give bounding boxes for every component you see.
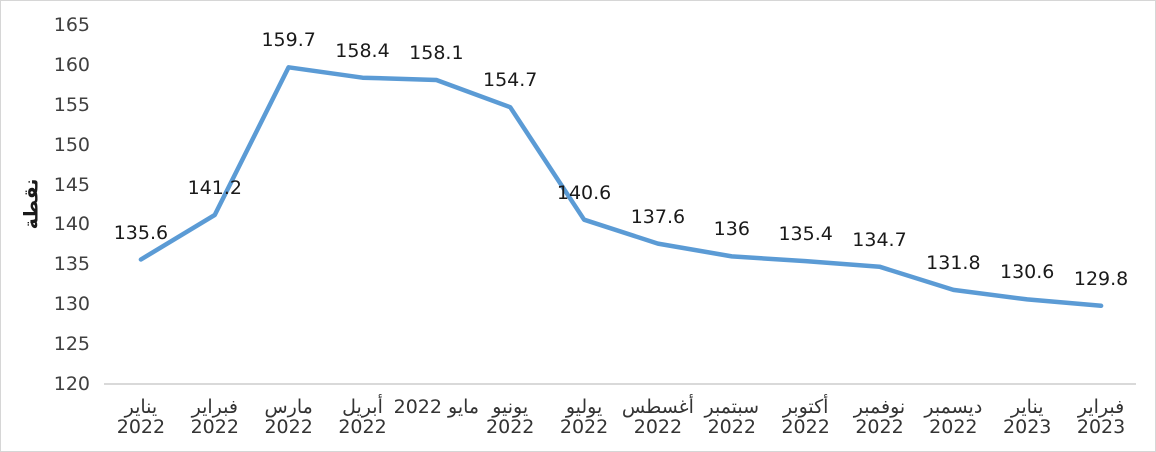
y-axis-tick: 155 — [53, 93, 90, 116]
y-axis-tick: 125 — [53, 333, 90, 356]
x-axis-label: يونيو 2022 — [462, 397, 558, 437]
x-axis-label: يناير 2023 — [979, 397, 1075, 437]
x-axis-label-year: 2022 — [855, 416, 904, 438]
x-axis-label-year: 2022 — [633, 416, 683, 438]
x-axis-label-year: 2023 — [1003, 416, 1052, 438]
x-axis-label-year: 2022 — [190, 416, 239, 438]
x-axis-label-year: 2022 — [707, 416, 756, 438]
data-label: 159.7 — [261, 29, 316, 52]
data-label: 154.7 — [483, 69, 538, 92]
x-axis-label-month: يوليو — [565, 396, 603, 418]
data-label: 140.6 — [556, 181, 612, 204]
data-label: 137.6 — [630, 205, 686, 228]
x-axis-label-year: 2022 — [264, 416, 313, 438]
x-axis-label: أبريل 2022 — [315, 397, 411, 437]
x-axis-label-year: 2022 — [116, 416, 166, 438]
y-axis-tick: 145 — [53, 173, 90, 196]
x-axis-label-month: سبتمبر — [704, 396, 760, 418]
series-line — [138, 65, 1104, 309]
x-axis-label-month: أكتوبر — [782, 396, 829, 418]
x-axis-label-month: أغسطس — [621, 396, 694, 418]
x-axis-label: أكتوبر 2022 — [758, 397, 854, 437]
y-axis-tick: 135 — [53, 253, 90, 276]
x-axis-label-month: ديسمبر — [924, 396, 983, 418]
data-label: 131.8 — [926, 251, 981, 274]
x-axis-label: ديسمبر 2022 — [905, 397, 1001, 437]
data-label: 130.6 — [1000, 261, 1055, 284]
data-label: 135.6 — [113, 221, 169, 244]
x-axis-label-month: مارس — [264, 396, 313, 418]
x-axis-label: مارس 2022 — [241, 397, 337, 437]
x-axis-label-year: 2022 — [338, 416, 387, 438]
data-label: 134.7 — [852, 228, 907, 251]
data-label: 136 — [713, 218, 750, 241]
x-axis-label: فبراير 2023 — [1053, 397, 1149, 437]
x-axis-label-month: أبريل — [342, 396, 383, 418]
x-axis-label-month: يونيو — [492, 396, 529, 418]
x-axis-label-year: 2022 — [559, 416, 609, 438]
x-axis-label: أغسطس 2022 — [610, 397, 706, 437]
x-axis-label-month: فبراير — [1077, 396, 1125, 418]
x-axis-label-year: 2022 — [486, 416, 535, 438]
data-label: 158.1 — [409, 42, 464, 65]
y-axis-tick: 150 — [53, 133, 90, 156]
x-axis-label: مايو 2022 — [393, 396, 480, 418]
x-axis-label-year: 2022 — [781, 416, 830, 438]
y-axis-tick: 165 — [53, 14, 90, 36]
y-axis-tick: 130 — [53, 293, 90, 316]
x-axis-label-year: 2022 — [929, 416, 978, 438]
x-axis-label: يوليو 2022 — [536, 397, 632, 437]
y-axis-tick: 160 — [53, 53, 90, 76]
data-label: 158.4 — [335, 39, 390, 62]
x-axis-label: نوفمبر 2022 — [832, 397, 928, 437]
x-axis-label: سبتمبر 2022 — [684, 397, 780, 437]
x-axis-label-month: فبراير — [191, 396, 238, 418]
data-label: 129.8 — [1073, 267, 1129, 290]
x-axis-label-month: يناير — [1010, 396, 1044, 418]
x-axis-label-month: يناير — [124, 396, 158, 418]
y-axis-tick: 120 — [53, 373, 90, 395]
x-axis-label-year: 2023 — [1076, 416, 1126, 438]
x-axis-label: يناير 2022 — [93, 397, 189, 437]
y-axis-tick: 140 — [53, 213, 90, 236]
x-axis-label: فبراير 2022 — [167, 397, 263, 437]
data-label: 135.4 — [778, 223, 833, 246]
x-axis-label-month: نوفمبر — [853, 396, 906, 418]
data-label: 141.2 — [187, 176, 242, 199]
